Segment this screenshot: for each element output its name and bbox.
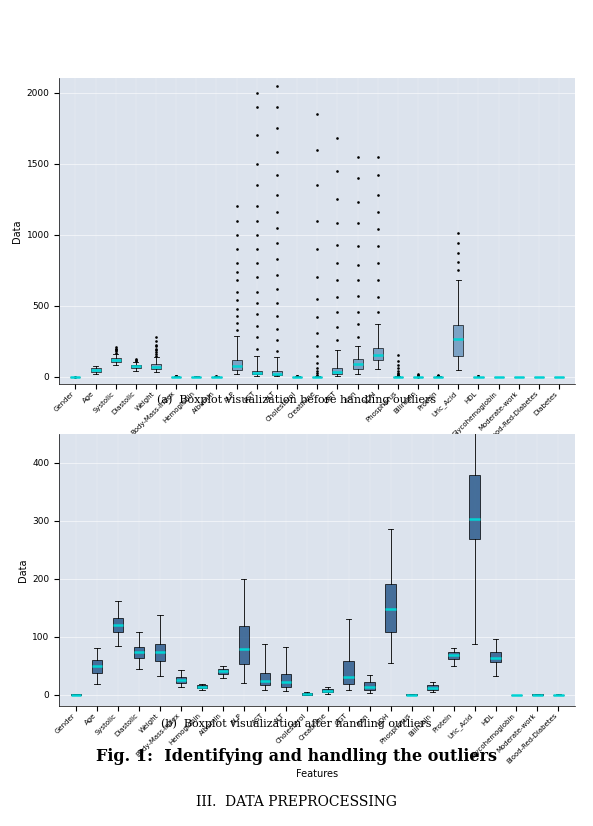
PathPatch shape <box>113 618 123 632</box>
PathPatch shape <box>372 349 382 360</box>
X-axis label: Features: Features <box>296 447 339 457</box>
PathPatch shape <box>232 360 242 369</box>
PathPatch shape <box>197 686 207 688</box>
PathPatch shape <box>469 476 480 539</box>
Text: Fig. 1:  Identifying and handling the outliers: Fig. 1: Identifying and handling the out… <box>96 748 497 765</box>
Y-axis label: Data: Data <box>18 558 28 582</box>
PathPatch shape <box>352 358 362 369</box>
PathPatch shape <box>92 660 103 672</box>
PathPatch shape <box>453 325 463 356</box>
Text: (a)  Boxplot visualization before handling outliers: (a) Boxplot visualization before handlin… <box>157 395 436 406</box>
PathPatch shape <box>280 674 291 686</box>
PathPatch shape <box>151 364 161 368</box>
PathPatch shape <box>301 694 312 695</box>
PathPatch shape <box>238 626 249 664</box>
PathPatch shape <box>176 677 186 683</box>
PathPatch shape <box>260 672 270 686</box>
PathPatch shape <box>448 652 459 658</box>
PathPatch shape <box>490 652 500 662</box>
PathPatch shape <box>343 661 354 684</box>
X-axis label: Features: Features <box>296 769 339 779</box>
PathPatch shape <box>218 669 228 674</box>
PathPatch shape <box>323 690 333 692</box>
PathPatch shape <box>252 371 262 374</box>
PathPatch shape <box>134 647 144 657</box>
PathPatch shape <box>365 682 375 690</box>
PathPatch shape <box>131 365 141 368</box>
PathPatch shape <box>111 358 121 362</box>
PathPatch shape <box>385 585 396 632</box>
PathPatch shape <box>332 368 342 374</box>
Text: (b)  Boxplot visualization after handling outliers: (b) Boxplot visualization after handling… <box>161 719 432 729</box>
PathPatch shape <box>91 368 101 372</box>
PathPatch shape <box>155 643 165 661</box>
PathPatch shape <box>272 372 282 375</box>
Text: III.  DATA PREPROCESSING: III. DATA PREPROCESSING <box>196 795 397 809</box>
Y-axis label: Data: Data <box>12 220 23 243</box>
PathPatch shape <box>428 686 438 690</box>
